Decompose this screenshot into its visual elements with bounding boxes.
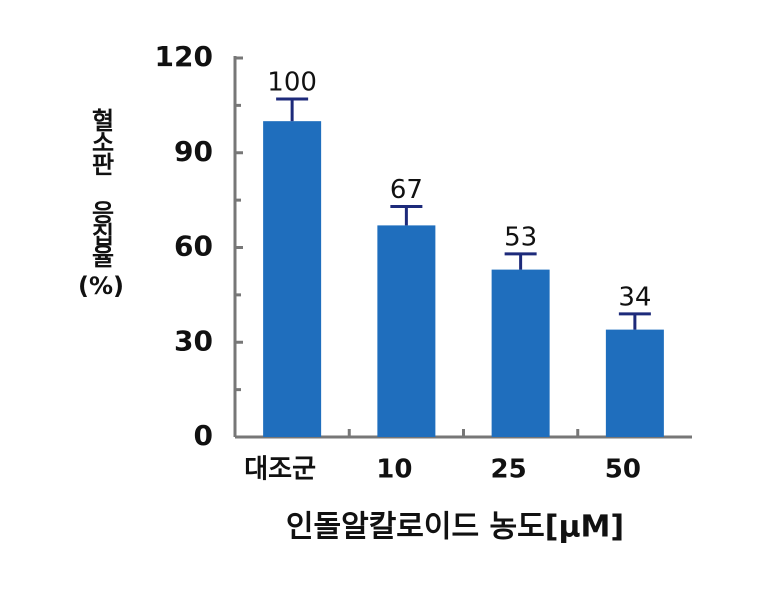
y-axis-label-unit: (%) <box>78 272 124 300</box>
value-label: 34 <box>618 282 651 312</box>
bar <box>263 121 322 438</box>
value-label: 100 <box>267 68 317 98</box>
x-tick-label: 50 <box>605 455 641 485</box>
y-tick-label: 0 <box>194 419 213 452</box>
x-tick-label: 10 <box>376 455 412 485</box>
bar <box>377 225 436 437</box>
y-tick-label: 120 <box>155 40 213 73</box>
value-label: 67 <box>390 175 423 205</box>
x-tick-label: 25 <box>491 455 527 485</box>
bar <box>491 269 550 437</box>
bar <box>605 329 664 437</box>
value-label: 53 <box>504 222 537 252</box>
x-tick-label: 대조군 <box>244 455 316 485</box>
y-tick-label: 30 <box>174 324 213 357</box>
y-tick-label: 90 <box>174 135 213 168</box>
x-axis-label: 인돌알칼로이드 농도[μM] <box>286 510 624 545</box>
y-tick-label: 60 <box>174 230 213 263</box>
y-axis-label: 혈소판 응집율 (%) <box>76 108 126 300</box>
y-axis-label-text: 혈소판 응집율 <box>86 108 115 266</box>
